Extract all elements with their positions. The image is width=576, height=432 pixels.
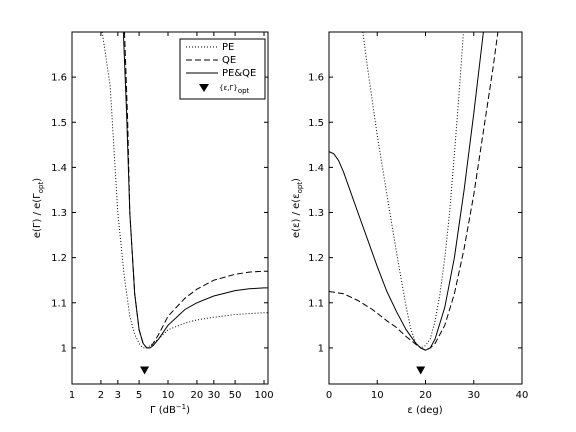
y-tick-label: 1.4 xyxy=(308,163,324,174)
left-x-ticks: 1 2 3 5 10 20 30 50 100 xyxy=(69,32,274,401)
legend-label-qe: QE xyxy=(222,55,236,66)
left-x-axis-label: Γ (dB−1) xyxy=(150,403,190,416)
right-series xyxy=(329,32,499,351)
x-tick-label: 30 xyxy=(207,390,220,401)
x-tick-label: 100 xyxy=(254,390,273,401)
right-x-axis-label: ε (deg) xyxy=(407,405,442,416)
legend-label-pe: PE xyxy=(222,42,234,53)
optimum-triangle-marker xyxy=(140,366,150,375)
y-tick-label: 1 xyxy=(61,343,67,354)
legend-label-pe-qe: PE&QE xyxy=(222,68,256,79)
x-tick-label: 30 xyxy=(467,390,480,401)
y-tick-label: 1.6 xyxy=(308,73,324,84)
x-tick-label: 20 xyxy=(191,390,204,401)
x-tick-label: 2 xyxy=(98,390,104,401)
x-tick-label: 10 xyxy=(162,390,175,401)
x-tick-label: 0 xyxy=(326,390,332,401)
x-tick-label: 40 xyxy=(516,390,529,401)
series-line-dashed xyxy=(329,32,499,351)
y-tick-label: 1.5 xyxy=(308,118,324,129)
left-optimum-marker xyxy=(140,366,150,375)
y-tick-label: 1.5 xyxy=(51,118,67,129)
legend-triangle-marker-icon xyxy=(199,84,209,92)
left-y-axis-label: e(Γ) / e(Γopt) xyxy=(32,178,45,238)
left-plot-frame xyxy=(71,31,269,385)
legend-entry-optimum: {ε,Γ}opt xyxy=(199,84,250,95)
series-line-dotted xyxy=(362,32,464,349)
right-panel: 1 1.1 1.2 1.3 1.4 1.5 1.6 0 10 20 30 40 ε (deg) e(… xyxy=(291,31,529,416)
y-tick-label: 1 xyxy=(318,343,324,354)
legend-entry-pe: PE xyxy=(186,42,234,53)
right-y-ticks: 1 1.1 1.2 1.3 1.4 1.5 1.6 xyxy=(308,73,522,354)
left-series xyxy=(101,32,268,349)
y-tick-label: 1.3 xyxy=(51,208,67,219)
y-tick-label: 1.2 xyxy=(308,253,324,264)
legend-box xyxy=(179,38,266,100)
x-tick-label: 50 xyxy=(229,390,242,401)
y-tick-label: 1.2 xyxy=(51,253,67,264)
series-line-solid xyxy=(329,32,484,351)
optimum-triangle-marker xyxy=(416,366,426,375)
x-tick-label: 1 xyxy=(69,390,75,401)
y-tick-label: 1.6 xyxy=(51,73,67,84)
x-tick-label: 3 xyxy=(115,390,121,401)
right-y-axis-label: e(ε) / e(εopt) xyxy=(291,178,304,238)
right-x-ticks: 0 10 20 30 40 xyxy=(326,32,529,401)
y-tick-label: 1.3 xyxy=(308,208,324,219)
legend: PE QE PE&QE {ε,Γ}opt xyxy=(179,38,266,100)
x-tick-label: 10 xyxy=(371,390,384,401)
series-line-solid xyxy=(122,32,268,349)
legend-label-optimum: {ε,Γ}opt xyxy=(219,84,250,95)
y-tick-label: 1.4 xyxy=(51,163,67,174)
x-tick-label: 5 xyxy=(136,390,142,401)
y-tick-label: 1.1 xyxy=(308,298,324,309)
left-y-ticks: 1 1.1 1.2 1.3 1.4 1.5 1.6 xyxy=(51,73,268,354)
right-plot-frame xyxy=(328,31,523,385)
left-panel: 1 1.1 1.2 1.3 1.4 1.5 1.6 1 2 3 5 10 20 30 50 100 Γ (d… xyxy=(32,31,274,416)
legend-entry-pe-qe: PE&QE xyxy=(186,68,256,79)
x-tick-label: 20 xyxy=(419,390,432,401)
legend-entry-qe: QE xyxy=(186,55,236,66)
right-optimum-marker xyxy=(416,366,426,375)
y-tick-label: 1.1 xyxy=(51,298,67,309)
series-line-dotted xyxy=(101,32,268,349)
